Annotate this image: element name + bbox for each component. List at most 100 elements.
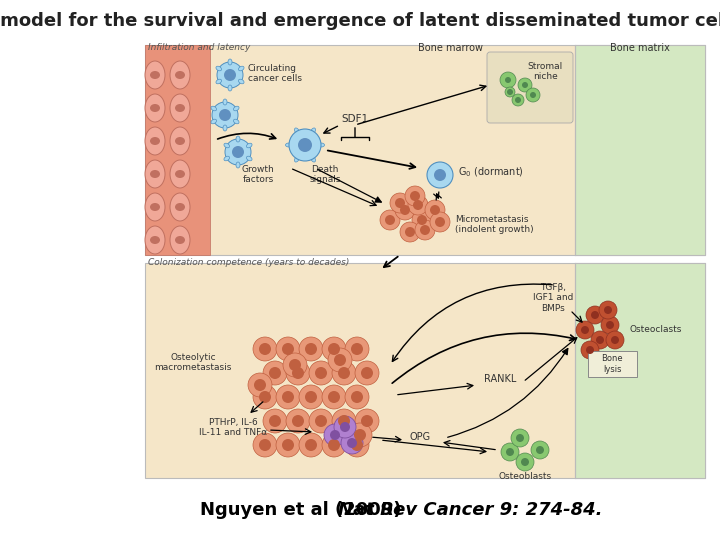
Ellipse shape [246,156,252,161]
Text: G$_0$ (dormant): G$_0$ (dormant) [458,165,523,179]
Circle shape [225,139,251,165]
Circle shape [322,337,346,361]
Circle shape [413,200,423,210]
Ellipse shape [150,203,160,211]
Circle shape [591,331,609,349]
Circle shape [276,337,300,361]
Ellipse shape [175,104,185,112]
Circle shape [292,415,304,427]
Circle shape [345,337,369,361]
Ellipse shape [145,193,165,221]
Text: Osteoblasts: Osteoblasts [498,472,552,481]
Circle shape [345,385,369,409]
Circle shape [334,416,356,438]
Text: Death
signals: Death signals [310,165,341,184]
Circle shape [410,191,420,201]
Text: PTHrP, IL-6
IL-11 and TNFα: PTHrP, IL-6 IL-11 and TNFα [199,417,267,437]
Circle shape [507,89,513,95]
Circle shape [354,429,366,441]
Text: SDF1: SDF1 [341,114,369,124]
Text: Colonization competence (years to decades): Colonization competence (years to decade… [148,258,349,267]
Circle shape [395,200,415,220]
Circle shape [322,433,346,457]
Ellipse shape [236,136,240,142]
Circle shape [338,415,350,427]
Ellipse shape [170,61,190,89]
Circle shape [516,434,524,442]
Ellipse shape [228,59,232,65]
Circle shape [289,359,301,371]
FancyBboxPatch shape [588,351,637,377]
Ellipse shape [216,66,222,71]
Text: Nguyen et al (2009): Nguyen et al (2009) [200,501,408,519]
Circle shape [505,87,515,97]
Circle shape [338,367,350,379]
Ellipse shape [150,137,160,145]
Circle shape [408,195,428,215]
Circle shape [511,429,529,447]
Circle shape [576,321,594,339]
Ellipse shape [310,128,315,134]
Circle shape [516,453,534,471]
Ellipse shape [150,104,160,112]
Circle shape [309,409,333,433]
Circle shape [522,82,528,88]
Circle shape [380,210,400,230]
Circle shape [351,343,363,355]
Circle shape [292,367,304,379]
Circle shape [334,354,346,366]
Circle shape [283,353,307,377]
FancyBboxPatch shape [145,45,705,255]
Ellipse shape [211,119,217,124]
Text: Growth
factors: Growth factors [242,165,274,184]
Circle shape [581,341,599,359]
Ellipse shape [175,170,185,178]
Circle shape [253,433,277,457]
Text: Bone marrow: Bone marrow [418,43,482,53]
Circle shape [531,441,549,459]
Circle shape [212,102,238,128]
Ellipse shape [150,236,160,244]
Circle shape [315,415,327,427]
Circle shape [581,326,589,334]
Ellipse shape [223,99,227,105]
FancyBboxPatch shape [575,45,705,255]
Circle shape [596,336,604,344]
Circle shape [435,217,445,227]
Ellipse shape [175,137,185,145]
Circle shape [286,361,310,385]
Circle shape [355,409,379,433]
Circle shape [361,367,373,379]
Circle shape [348,423,372,447]
Circle shape [395,198,405,208]
Ellipse shape [175,203,185,211]
Text: TGFβ,
IGF1 and
BMPs: TGFβ, IGF1 and BMPs [533,283,573,313]
Circle shape [269,367,281,379]
Circle shape [232,146,244,158]
Ellipse shape [238,66,244,71]
Circle shape [305,391,317,403]
Ellipse shape [170,94,190,122]
Circle shape [263,409,287,433]
Circle shape [412,210,432,230]
Circle shape [518,78,532,92]
Circle shape [347,438,357,448]
Ellipse shape [145,61,165,89]
Circle shape [322,385,346,409]
Ellipse shape [294,128,300,134]
Circle shape [430,205,440,215]
Text: Infiltration and latency: Infiltration and latency [148,43,251,52]
Text: Osteoclasts: Osteoclasts [630,326,683,334]
Circle shape [299,337,323,361]
Circle shape [298,138,312,152]
Circle shape [324,424,346,446]
Text: Bone matrix: Bone matrix [610,43,670,53]
Ellipse shape [170,127,190,155]
Circle shape [591,311,599,319]
Circle shape [586,306,604,324]
Ellipse shape [145,94,165,122]
Circle shape [415,220,435,240]
Circle shape [505,77,511,83]
Circle shape [515,97,521,103]
Circle shape [263,361,287,385]
